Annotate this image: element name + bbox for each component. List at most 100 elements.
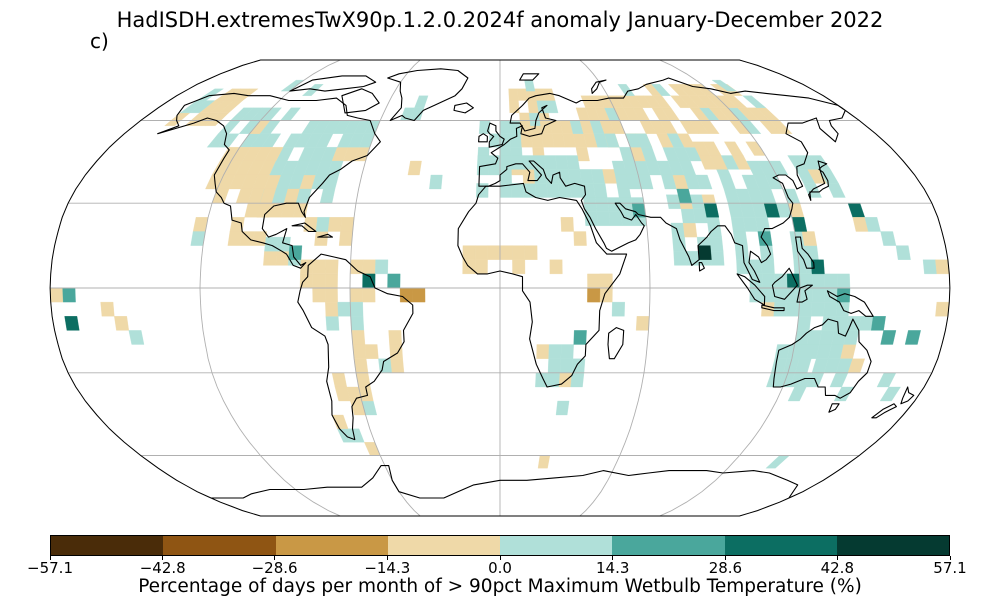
colorbar-tick-label: −57.1 [27,559,73,577]
grid-cell [331,414,349,429]
grid-cell [263,251,277,266]
grid-cell [748,259,763,275]
grid-cell [608,211,623,226]
grid-cell [935,301,950,317]
grid-cell [773,301,788,317]
grid-cell [904,330,921,345]
grid-cell [707,222,722,238]
grid-cell [388,330,402,345]
grid-cell [499,169,512,184]
grid-cell [555,400,570,416]
grid-cell [252,231,267,246]
coastline-south-america [297,253,414,441]
coastline-cuba [291,222,317,233]
colorbar-segment [500,536,613,555]
coastline-japan [808,160,829,201]
coastline-borneo [771,267,798,300]
colorbar-segment [163,536,276,555]
grid-cell [314,231,329,246]
grid-cell [524,245,538,260]
grid-cell [611,301,625,317]
panel-label: c) [90,29,109,53]
grid-cell [276,236,291,252]
grid-cell [724,141,744,156]
grid-cell [534,183,548,198]
grid-cell [922,259,937,275]
colorbar-segment [387,536,500,555]
grid-cell [823,301,838,317]
grid-cell [353,358,369,373]
grid-cell [337,301,351,317]
grid-cell [233,88,259,101]
coastline-tasmania [828,403,840,413]
grid-cell [604,133,620,148]
coastline-ireland [478,133,488,143]
grid-cell [793,259,808,275]
coastline-australia [772,318,872,399]
grid-cell [736,259,750,275]
grid-cell [556,169,571,184]
grid-cell [810,259,825,275]
grid-cell [325,316,340,331]
grid-cell [340,217,355,232]
grid-cell [350,316,365,331]
grid-cell [499,245,513,260]
grid-cell [670,222,685,238]
grid-cell [785,301,800,317]
grid-cell [711,79,737,92]
colorbar-segment [51,536,164,555]
grid-cell [558,372,573,388]
grid-cell [327,217,343,232]
grid-cell [412,287,426,303]
grid-cell [843,330,859,345]
grid-cell [62,287,76,303]
coastline-great-britain [487,122,505,148]
grid-cell [755,217,771,232]
grid-cell [477,155,490,170]
grid-cell [499,120,511,134]
grid-cell [302,84,324,96]
grid-cell [559,358,574,373]
grid-cell [347,428,365,443]
grid-cell [774,287,788,303]
colorbar-tick-mark [949,556,951,560]
grid-cell [811,287,826,303]
colorbar-tick-label: −14.3 [364,559,411,577]
grid-cell [275,251,290,266]
grid-cell [429,174,443,190]
grid-cell [512,259,526,275]
grid-cell [288,245,303,260]
grid-cell [543,88,556,101]
grid-cell [734,245,749,260]
grid-cell [695,174,713,190]
colorbar-tick-label: −42.8 [139,559,186,577]
grid-cell [338,231,353,246]
coastline-baffin [341,88,380,114]
grid-cell [227,231,243,246]
grid-cell [375,259,389,275]
grid-cell [570,372,585,388]
grid-cell [547,358,561,373]
coastlines [157,68,915,499]
colorbar-tick-mark [612,556,614,560]
grid-cell [349,287,363,303]
grid-cell [536,344,550,359]
anomaly-grid-cells [50,79,950,469]
grid-cell [325,301,339,317]
grid-cell [809,155,831,170]
colorbar-tick-mark [386,556,388,560]
grid-cell [617,84,635,96]
colorbar-segment [275,536,388,555]
colorbar-tick-mark [499,556,501,560]
grid-cell [100,301,115,317]
grid-cell [730,217,746,232]
colorbar-tick-label: 57.1 [933,559,967,577]
grid-cell [521,155,535,170]
colorbar-tick-mark [162,556,164,560]
grid-cell [312,259,326,275]
colorbar-tick-mark [274,556,276,560]
grid-cell [351,330,366,345]
world-map [49,59,951,517]
grid-cell [672,236,687,252]
grid-cell [474,245,488,260]
